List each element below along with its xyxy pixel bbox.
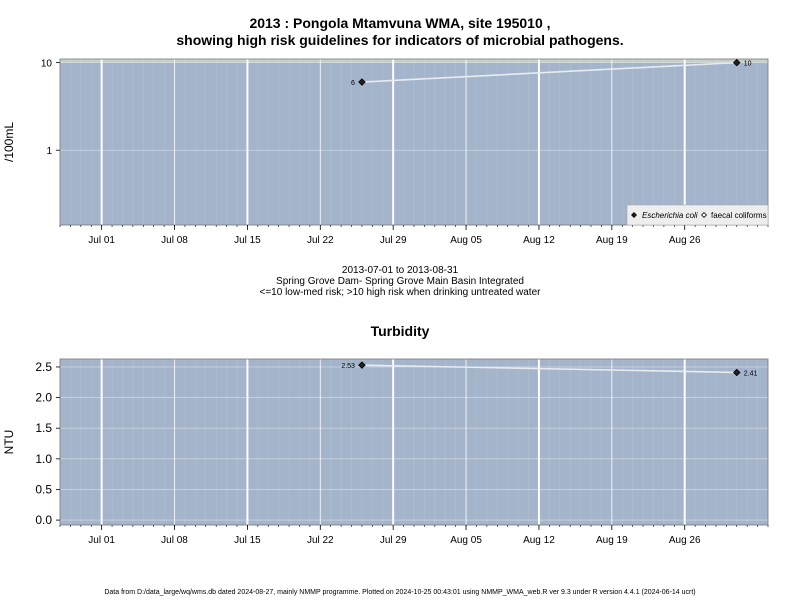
turbidity-y-tick-label: 1.0 (35, 452, 52, 466)
turbidity-x-tick-label: Jul 29 (380, 535, 407, 546)
turbidity-x-tick-label: Jul 01 (88, 535, 115, 546)
turbidity-series-line (361, 364, 737, 374)
site-name-note: Spring Grove Dam- Spring Grove Main Basi… (276, 276, 524, 287)
ecoli-x-tick-label: Jul 01 (88, 235, 115, 246)
risk-note: <=10 low-med risk; >10 high risk when dr… (259, 287, 541, 298)
turbidity-y-tick-label: 2.0 (35, 391, 52, 405)
turbidity-x-tick-label: Aug 12 (523, 535, 555, 546)
ecoli-data-point (732, 58, 741, 67)
ecoli-x-tick-label: Jul 15 (234, 235, 261, 246)
chart-title-line-2: showing high risk guidelines for indicat… (176, 32, 624, 48)
ecoli-x-tick-label: Aug 26 (669, 235, 701, 246)
ecoli-legend-label: faecal coliforms (711, 211, 767, 220)
ecoli-data-label: 6 (351, 80, 355, 87)
ecoli-legend-marker-filled (631, 212, 637, 218)
footer-note: Data from D:/data_large/wq/wms.db dated … (104, 589, 696, 596)
turbidity-y-axis-label: NTU (2, 430, 16, 455)
ecoli-high-risk-band (60, 59, 768, 63)
turbidity-data-label: 2.53 (341, 363, 355, 370)
turbidity-y-tick-label: 1.5 (35, 421, 52, 435)
ecoli-y-tick-label: 10 (41, 59, 53, 70)
turbidity-data-point (358, 361, 366, 369)
chart-title-line-1: 2013 : Pongola Mtamvuna WMA, site 195010… (249, 15, 551, 31)
ecoli-data-point (358, 78, 366, 86)
ecoli-y-axis-label: /100mL (2, 122, 16, 162)
turbidity-chart-title: Turbidity (370, 323, 430, 339)
ecoli-x-tick-label: Aug 19 (596, 235, 628, 246)
ecoli-y-tick-label: 1 (46, 146, 52, 157)
ecoli-x-tick-label: Aug 05 (450, 235, 482, 246)
turbidity-data-point (732, 368, 741, 377)
ecoli-legend-label: Escherichia coli (642, 211, 698, 220)
turbidity-x-tick-label: Jul 22 (307, 535, 334, 546)
ecoli-x-tick-label: Jul 29 (380, 235, 407, 246)
turbidity-data-label: 2.41 (744, 370, 758, 377)
turbidity-plot-background (60, 359, 768, 525)
turbidity-y-tick-label: 2.5 (35, 360, 52, 374)
turbidity-x-tick-label: Aug 19 (596, 535, 628, 546)
turbidity-y-tick-label: 0.0 (35, 513, 52, 527)
ecoli-legend-box (626, 204, 769, 226)
turbidity-y-tick-label: 0.5 (35, 482, 52, 496)
turbidity-x-tick-label: Jul 15 (234, 535, 261, 546)
ecoli-x-tick-label: Jul 08 (161, 235, 188, 246)
ecoli-series-line (361, 61, 737, 83)
ecoli-data-label: 10 (744, 61, 752, 68)
ecoli-x-tick-label: Jul 22 (307, 235, 334, 246)
turbidity-x-tick-label: Aug 05 (450, 535, 482, 546)
ecoli-plot-background (60, 59, 768, 225)
ecoli-legend-marker-open (701, 212, 707, 218)
turbidity-x-tick-label: Jul 08 (161, 535, 188, 546)
date-range-note: 2013-07-01 to 2013-08-31 (341, 265, 459, 276)
turbidity-x-tick-label: Aug 26 (669, 535, 701, 546)
ecoli-x-tick-label: Aug 12 (523, 235, 555, 246)
